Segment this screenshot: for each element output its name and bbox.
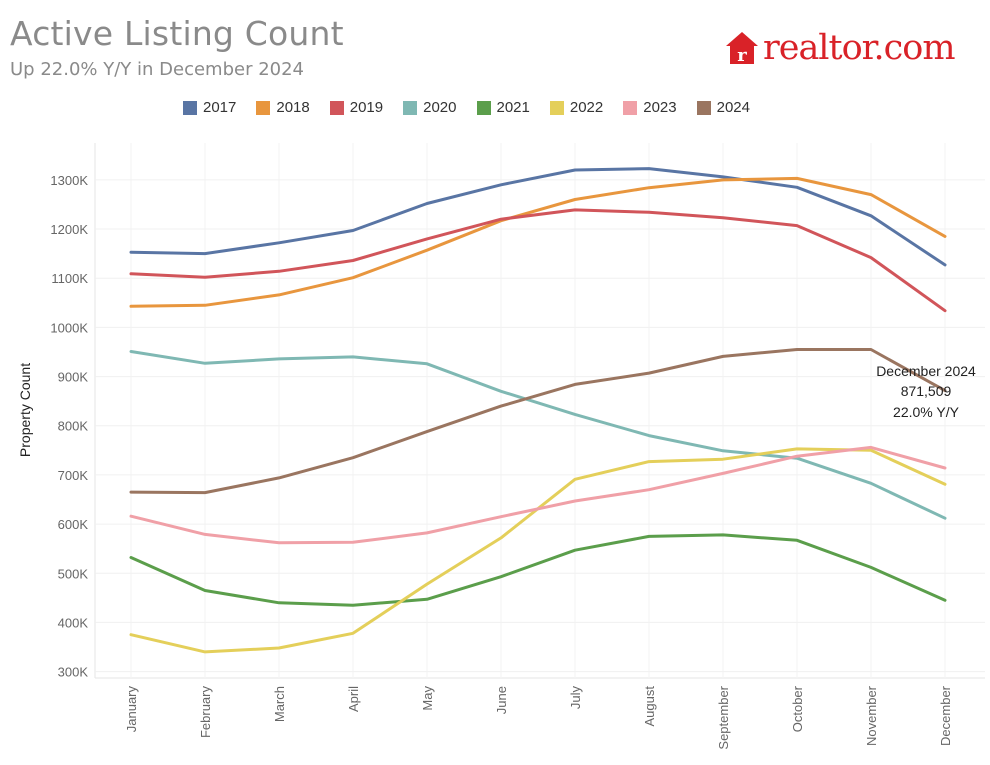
legend-swatch	[403, 100, 418, 115]
annotation-yoy: 22.0% Y/Y	[893, 404, 960, 420]
series-line-2023	[129, 445, 947, 545]
annotation-value: 871,509	[901, 383, 952, 399]
x-tick-label: July	[568, 686, 583, 710]
legend-swatch	[256, 100, 271, 115]
legend-item-2018: 2018	[256, 99, 310, 116]
x-tick-label: October	[790, 685, 805, 732]
x-tick-label: June	[494, 686, 509, 714]
series-line-2024	[129, 348, 947, 495]
legend-item-2023: 2023	[623, 99, 677, 116]
annotation-title: December 2024	[876, 363, 976, 379]
x-tick-label: February	[198, 686, 213, 739]
legend-item-2024: 2024	[696, 99, 750, 116]
y-tick-label: 1200K	[50, 222, 88, 237]
x-tick-label: September	[716, 685, 731, 749]
series-line-2020	[129, 350, 947, 520]
y-tick-label: 800K	[58, 419, 89, 434]
series-line-2018	[129, 176, 947, 308]
realtor-logo: r realtor.com	[725, 28, 956, 68]
legend-label: 2021	[496, 99, 530, 116]
legend-swatch	[623, 100, 638, 115]
series-line-2019	[129, 208, 947, 313]
y-tick-label: 400K	[58, 615, 89, 630]
x-tick-label: November	[864, 685, 879, 746]
legend-label: 2019	[349, 99, 384, 116]
legend-swatch	[696, 100, 711, 115]
y-tick-label: 500K	[58, 566, 89, 581]
y-tick-label: 600K	[58, 517, 89, 532]
legend-swatch	[329, 100, 344, 115]
chart-legend: 2017 2018 2019 2020 2021 2022 2023 2024	[183, 99, 770, 116]
legend-label: 2022	[569, 99, 604, 116]
legend-label: 2018	[276, 99, 310, 116]
y-tick-label: 1300K	[50, 173, 88, 188]
house-icon: r	[726, 32, 758, 66]
x-tick-label: May	[420, 686, 435, 711]
chart-title: Active Listing Count	[10, 14, 344, 53]
y-axis-title: Property Count	[17, 363, 33, 457]
legend-item-2021: 2021	[476, 99, 530, 116]
x-tick-label: December	[938, 685, 953, 746]
chart-subtitle: Up 22.0% Y/Y in December 2024	[10, 59, 305, 80]
legend-item-2020: 2020	[403, 99, 457, 116]
series-line-2017	[129, 167, 947, 267]
legend-label: 2023	[643, 99, 677, 116]
y-tick-label: 300K	[58, 665, 89, 680]
x-tick-label: August	[642, 686, 657, 727]
legend-label: 2024	[716, 99, 750, 116]
x-tick-label: March	[272, 686, 287, 722]
legend-item-2017: 2017	[183, 99, 236, 116]
legend-label: 2017	[203, 99, 237, 116]
legend-item-2019: 2019	[329, 99, 384, 116]
y-tick-label: 700K	[58, 468, 89, 483]
svg-text:r: r	[737, 45, 747, 66]
legend-swatch	[476, 100, 491, 115]
legend-swatch	[183, 100, 197, 115]
y-tick-label: 900K	[58, 370, 89, 385]
legend-swatch	[549, 100, 564, 115]
y-tick-label: 1100K	[51, 271, 88, 286]
y-tick-label: 1000K	[50, 320, 88, 335]
logo-text: realtor.com	[763, 28, 956, 68]
legend-item-2022: 2022	[549, 99, 604, 116]
legend-label: 2020	[423, 99, 457, 116]
x-tick-label: April	[346, 686, 361, 712]
x-tick-label: January	[124, 686, 139, 733]
series-line-2021	[129, 533, 947, 607]
